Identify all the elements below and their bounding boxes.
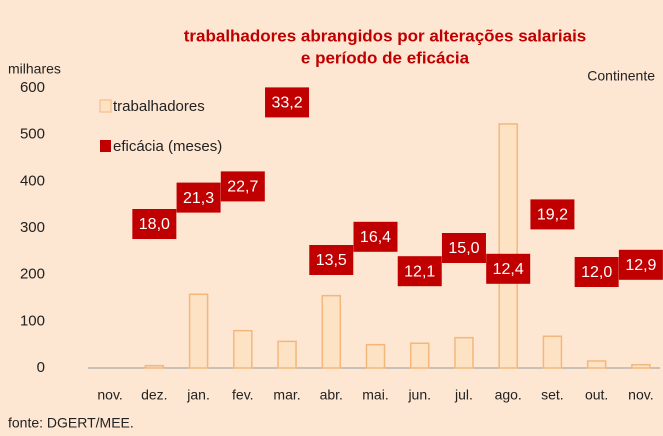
bar	[144, 364, 165, 369]
value-label: 15,0	[448, 240, 479, 257]
x-tick-label: fev.	[232, 387, 254, 403]
value-box	[441, 233, 486, 263]
value-label: 16,4	[360, 229, 391, 246]
x-tick-label: dez.	[141, 387, 167, 403]
y-tick-label: 600	[20, 79, 45, 96]
bar	[542, 335, 563, 369]
x-tick-label: jan.	[186, 387, 210, 403]
source: fonte: DGERT/MEE.	[8, 415, 134, 431]
value-box	[574, 257, 619, 287]
value-label: 12,1	[404, 263, 435, 280]
x-tick-label: mar.	[273, 387, 300, 403]
annotation: Continente	[587, 68, 655, 84]
value-label: 12,0	[581, 264, 612, 281]
x-tick-label: abr.	[320, 387, 343, 403]
x-tick-label: mai.	[362, 387, 388, 403]
value-box	[530, 199, 575, 230]
value-box	[176, 182, 221, 213]
value-box	[397, 256, 442, 287]
value-label: 21,3	[183, 190, 214, 207]
y-tick-label: 400	[20, 172, 45, 189]
value-label: 12,4	[493, 261, 524, 278]
x-tick-label: ago.	[495, 387, 522, 403]
bar	[409, 342, 430, 369]
value-box	[309, 245, 354, 275]
value-box	[132, 209, 177, 239]
bar	[454, 336, 474, 369]
value-label: 18,0	[139, 216, 170, 233]
bar	[586, 360, 607, 369]
y-tick-label: 200	[20, 266, 45, 283]
bar	[188, 293, 209, 369]
value-label: 22,7	[227, 179, 258, 196]
y-tick-label: 100	[20, 312, 45, 329]
chart-subtitle: e período de eficácia	[301, 48, 470, 67]
x-tick-label: set.	[541, 387, 564, 403]
y-tick-label: 500	[20, 126, 45, 143]
bar	[631, 363, 651, 369]
y-tick-label: 0	[37, 359, 45, 376]
bar	[498, 123, 518, 369]
x-tick-label: jun.	[407, 387, 431, 403]
x-tick-label: nov.	[628, 387, 653, 403]
value-box	[265, 87, 310, 118]
value-label: 13,5	[316, 252, 347, 269]
value-label: 19,2	[537, 207, 568, 224]
x-tick-label: out.	[585, 387, 608, 403]
chart-title: trabalhadores abrangidos por alterações …	[184, 26, 587, 45]
legend-swatch	[100, 140, 111, 152]
bar	[321, 294, 342, 369]
bar	[277, 340, 297, 369]
value-label: 33,2	[271, 95, 302, 112]
value-box	[220, 171, 265, 202]
value-box	[353, 221, 398, 252]
bar	[365, 343, 386, 369]
bar	[233, 329, 253, 369]
legend-swatch	[99, 99, 112, 113]
value-label: 12,9	[625, 257, 656, 274]
value-box	[486, 253, 531, 284]
value-box	[618, 249, 663, 280]
legend-label: eficácia (meses)	[113, 138, 222, 155]
x-tick-label: nov.	[97, 387, 122, 403]
y-axis-label: milhares	[8, 61, 61, 77]
y-tick-label: 300	[20, 219, 45, 236]
x-tick-label: jul.	[454, 387, 473, 403]
legend-label: trabalhadores	[113, 98, 205, 115]
